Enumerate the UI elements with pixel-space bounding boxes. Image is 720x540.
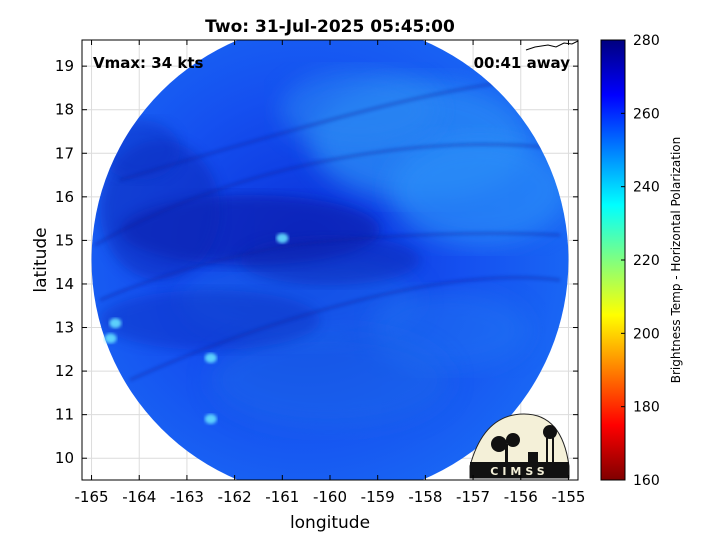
x-tick-label: -159 — [361, 488, 395, 506]
warm-spots — [104, 233, 289, 425]
colorbar-tick-label: 240 — [633, 180, 660, 196]
warm-spot — [109, 318, 122, 329]
vmax-label: Vmax: 34 kts — [93, 54, 203, 72]
x-tick-label: -156 — [504, 488, 538, 506]
x-axis-ticks: -165 -164 -163 -162 -161 -160 -159 -158 -157 -156… — [75, 40, 585, 506]
swath-image — [91, 40, 569, 480]
y-tick-label: 14 — [55, 275, 74, 293]
x-tick-label: -160 — [313, 488, 347, 506]
colorbar-tick-label: 280 — [633, 33, 660, 49]
y-tick-label: 19 — [55, 57, 74, 75]
colorbar-ticks: 160 180 200 220 240 260 280 — [621, 33, 660, 489]
y-axis-label: latitude — [31, 227, 51, 292]
colorbar-tick-label: 160 — [633, 473, 660, 489]
cimss-logo: CIMSS — [469, 413, 570, 479]
time-away-label: 00:41 away — [474, 54, 571, 72]
y-tick-label: 17 — [55, 144, 74, 162]
x-tick-label: -161 — [265, 488, 299, 506]
warm-spot — [204, 414, 217, 425]
warm-spot — [204, 353, 217, 364]
x-tick-label: -157 — [456, 488, 490, 506]
cloud-patch — [280, 70, 440, 150]
texture-streak — [119, 78, 521, 182]
y-tick-label: 12 — [55, 362, 74, 380]
coastline — [525, 40, 579, 51]
chart-title: Two: 31-Jul-2025 05:45:00 — [205, 17, 455, 37]
texture-streak — [99, 231, 561, 302]
colorbar-tick-label: 220 — [633, 253, 660, 269]
cold-band — [240, 235, 420, 285]
texture-streak — [129, 276, 561, 382]
warm-spot — [276, 233, 289, 244]
colorbar-tick-label: 180 — [633, 400, 660, 416]
y-tick-label: 18 — [55, 101, 74, 119]
texture-streak — [94, 142, 569, 247]
logo-text: CIMSS — [490, 465, 548, 478]
y-tick-label: 15 — [55, 231, 74, 249]
colorbar-label: Brightness Temp - Horizontal Polarizatio… — [669, 137, 683, 384]
warm-spot — [104, 333, 117, 344]
x-axis-label: longitude — [290, 513, 370, 533]
swath-texture — [94, 70, 569, 430]
cloud-patch — [210, 330, 450, 430]
colorbar-tick-label: 200 — [633, 326, 660, 342]
x-tick-label: -155 — [551, 488, 585, 506]
cold-band — [100, 290, 320, 350]
colorbar-tick-label: 260 — [633, 106, 660, 122]
y-tick-label: 10 — [55, 449, 74, 467]
y-axis-ticks: 10 11 12 13 14 15 16 17 18 19 — [55, 57, 578, 467]
x-tick-label: -165 — [75, 488, 109, 506]
x-tick-label: -164 — [122, 488, 156, 506]
y-tick-label: 13 — [55, 319, 74, 337]
x-tick-label: -163 — [170, 488, 204, 506]
y-tick-label: 16 — [55, 188, 74, 206]
x-tick-label: -162 — [218, 488, 252, 506]
x-tick-label: -158 — [408, 488, 442, 506]
y-tick-label: 11 — [55, 406, 74, 424]
cloud-patch — [390, 135, 569, 245]
